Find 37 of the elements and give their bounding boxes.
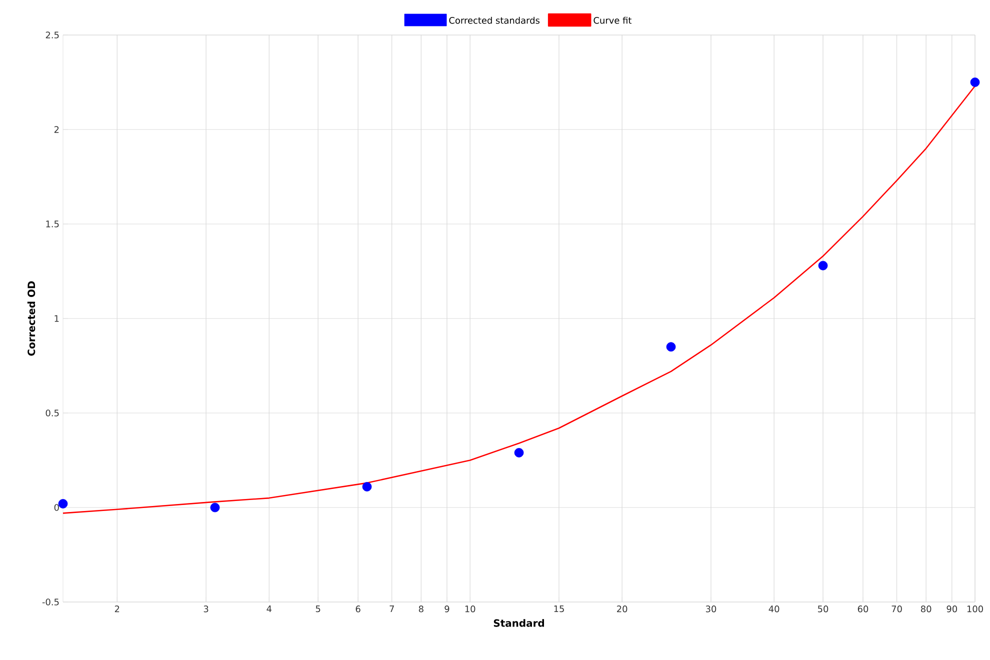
- x-tick-label: 60: [858, 606, 868, 612]
- x-axis-title: Standard: [494, 619, 544, 627]
- legend-label: Corrected standards: [449, 16, 540, 24]
- x-tick-label: 7: [390, 606, 394, 612]
- x-tick-label: 90: [946, 606, 958, 612]
- point: [58, 499, 68, 508]
- point: [818, 260, 828, 270]
- x-tick-label: 40: [768, 606, 780, 612]
- x-tick-label: 10: [465, 606, 476, 612]
- x-tick-label: 20: [617, 606, 628, 612]
- point: [362, 482, 372, 492]
- x-tick-label: 15: [554, 606, 564, 612]
- x-tick-label: 3: [204, 606, 208, 612]
- x-tick-label: 4: [266, 606, 272, 612]
- point: [970, 78, 980, 87]
- x-tick-label: 50: [818, 606, 828, 612]
- x-tick-label: 2: [114, 606, 120, 612]
- x-tick-label: 8: [418, 606, 424, 612]
- point: [514, 448, 524, 458]
- y-tick-label: 1: [54, 315, 59, 322]
- x-tick-label: 6: [356, 606, 360, 612]
- x-tick-label: 70: [892, 606, 902, 612]
- x-tick-label: 9: [444, 606, 450, 612]
- x-tick-label: 80: [920, 606, 932, 612]
- x-tick-label: 100: [967, 606, 983, 612]
- x-tick-label: 30: [706, 606, 716, 612]
- legend-label: Curve fit: [594, 16, 632, 24]
- y-tick-label: 0.5: [46, 410, 59, 416]
- y-tick-label: 0: [54, 504, 59, 511]
- point: [666, 342, 676, 352]
- x-tick-label: 5: [316, 606, 320, 612]
- y-axis-title: Corrected OD: [27, 281, 36, 356]
- point: [210, 502, 220, 512]
- y-tick-label: 1.5: [46, 220, 59, 228]
- y-tick-label: -0.5: [42, 598, 59, 606]
- y-tick-label: 2.5: [46, 32, 59, 38]
- y-tick-label: 2: [54, 126, 59, 133]
